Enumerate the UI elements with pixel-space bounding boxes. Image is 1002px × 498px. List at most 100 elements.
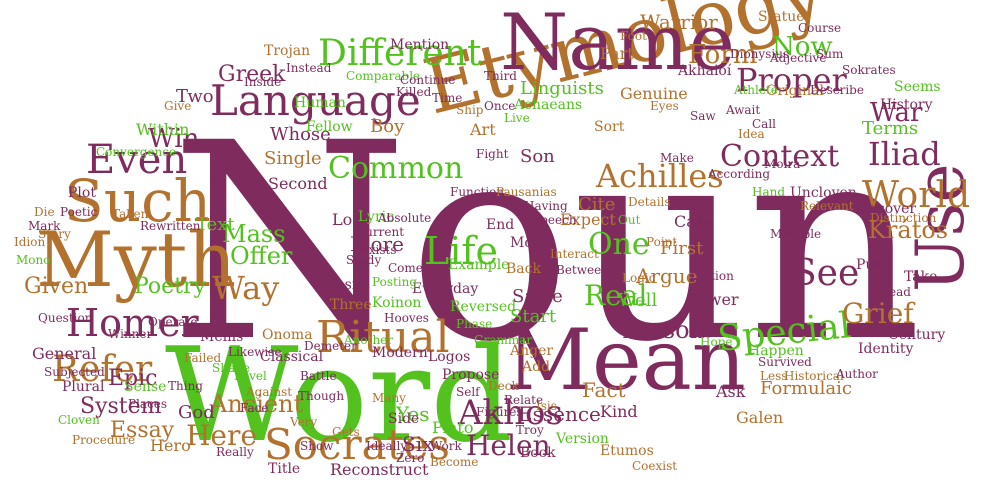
- word-plot: Plot: [68, 185, 96, 201]
- word-second: Second: [268, 174, 328, 193]
- word-example: Example: [448, 257, 510, 273]
- word-self: Self: [456, 385, 480, 399]
- word-epic: Epic: [108, 366, 158, 391]
- word-eyes: Eyes: [650, 99, 679, 113]
- word-common: Common: [328, 151, 464, 186]
- word-author: Author: [836, 367, 878, 381]
- word-diction: Diction: [690, 269, 734, 283]
- word-koinon: Koinon: [372, 295, 422, 311]
- word-onoma: Onoma: [262, 327, 313, 343]
- word-question: Question: [38, 311, 93, 325]
- word-reconstruct: Reconstruct: [330, 460, 429, 479]
- word-mono: Mono: [16, 253, 51, 267]
- word-historical: Historical: [784, 369, 844, 383]
- word-cite: Cite: [578, 194, 616, 215]
- word-warrior: Warrior: [640, 10, 718, 34]
- word-absolute: Absolute: [378, 211, 432, 225]
- word-offer: Offer: [230, 242, 293, 270]
- word-demeter: Demeter: [304, 339, 357, 353]
- word-side: Side: [388, 411, 420, 427]
- word-read: Read: [880, 285, 911, 299]
- word-now: Now: [772, 32, 833, 62]
- word-menis: Mênis: [200, 329, 244, 345]
- word-saw: Saw: [690, 109, 716, 123]
- word-time: Time: [432, 91, 463, 105]
- word-against: Against: [246, 385, 293, 399]
- word-cloven: Cloven: [58, 413, 100, 427]
- word-terms: Terms: [862, 118, 919, 139]
- word-troy: Troy: [516, 423, 544, 437]
- word-relate: Relate: [504, 393, 544, 407]
- word-real: Real: [584, 279, 648, 312]
- word-see: See: [792, 253, 860, 294]
- word-akhos: Akhos: [458, 393, 563, 433]
- word-less: Less: [760, 369, 788, 383]
- word-within: Within: [136, 120, 190, 139]
- word-grief: Grief: [842, 297, 914, 330]
- word-god: God: [178, 402, 215, 423]
- word-make: Make: [660, 151, 694, 165]
- word-fact: Fact: [582, 378, 626, 402]
- word-context: Context: [720, 139, 840, 174]
- word-give: Give: [164, 99, 192, 113]
- word-essence: Essence: [518, 402, 601, 426]
- word-human: Human: [294, 95, 346, 111]
- word-etumos: Etumos: [600, 443, 654, 459]
- word-linguists: Linguists: [520, 78, 604, 99]
- word-text: Text: [196, 214, 235, 235]
- word-work: Work: [430, 439, 462, 453]
- word-likewise: Likewise: [228, 345, 282, 359]
- word-multiple: Multiple: [770, 227, 822, 241]
- word-yes: Yes: [396, 402, 430, 426]
- word-noun: Noun: [170, 86, 923, 402]
- word-myth: Myth: [36, 215, 237, 304]
- word-phase: Phase: [456, 317, 493, 331]
- word-out: Out: [618, 213, 641, 227]
- word-level: Level: [234, 369, 267, 383]
- word-sokrates: Sokrates: [842, 63, 896, 77]
- word-current: Current: [356, 225, 405, 239]
- word-akhaioi: Akhaioí: [678, 63, 732, 79]
- word-grammar: Grammar: [474, 333, 533, 347]
- word-art: Art: [470, 120, 496, 139]
- word-moira: Moira: [764, 157, 801, 171]
- word-name: Name: [500, 0, 735, 88]
- word-general: General: [32, 344, 97, 363]
- word-end: End: [486, 217, 515, 233]
- word-subjected: Subjected: [44, 365, 105, 379]
- word-put: Put: [856, 257, 881, 273]
- word-single: Single: [264, 148, 322, 169]
- word-win: Win: [148, 124, 200, 154]
- word-even: Even: [86, 137, 188, 183]
- word-three: Three: [330, 297, 372, 313]
- word-fight: Fight: [476, 147, 509, 161]
- word-take: Take: [904, 269, 938, 285]
- word-another: Another: [344, 333, 394, 347]
- word-killed: Killed: [396, 85, 432, 99]
- word-story: Story: [38, 227, 71, 241]
- word-system: System: [80, 394, 162, 419]
- word-such: Such: [64, 167, 211, 235]
- word-lose: Lose: [332, 210, 370, 229]
- word-come: Come: [388, 261, 423, 275]
- word-adjective: Adjective: [770, 51, 827, 65]
- word-achaeans: Achaeans: [514, 97, 583, 113]
- word-very: Very: [290, 415, 318, 429]
- word-title: Title: [268, 461, 301, 477]
- word-describe: Describe: [810, 83, 864, 97]
- word-modern: Modern: [372, 345, 428, 361]
- word-mark: Mark: [28, 219, 61, 233]
- word-identity: Identity: [858, 341, 914, 357]
- word-expect: Expect: [560, 210, 616, 229]
- word-coexist: Coexist: [632, 459, 678, 473]
- word-instead: Instead: [286, 61, 332, 75]
- word-six: Six: [402, 432, 434, 456]
- word-socrates: Socrates: [264, 420, 450, 469]
- word-ship: Ship: [456, 103, 484, 117]
- word-life: Life: [424, 229, 498, 273]
- word-reversed: Reversed: [450, 299, 517, 315]
- word-relevant: Relevant: [800, 199, 854, 213]
- word-start: Start: [510, 306, 557, 327]
- word-form: Form: [688, 40, 758, 70]
- word-poetic: Poetic: [60, 205, 98, 219]
